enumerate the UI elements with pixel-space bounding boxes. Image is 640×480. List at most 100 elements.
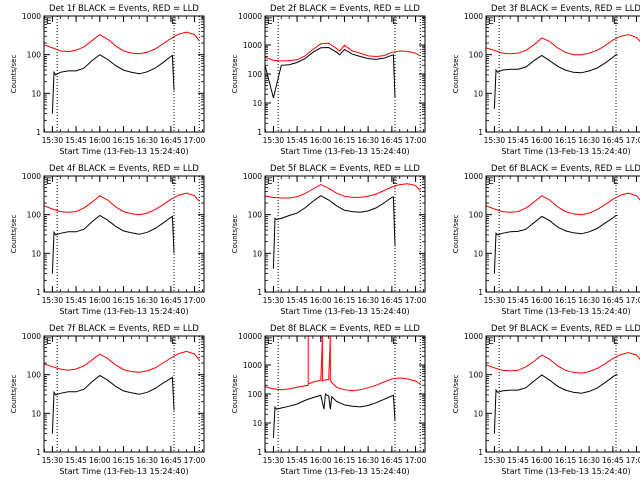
- y-tick-label: 100: [248, 390, 263, 399]
- events-series-line: [51, 54, 175, 114]
- chart-title: Det 2f BLACK = Events, RED = LLD: [270, 4, 420, 14]
- chart-panel: Det 2f BLACK = Events, RED = LLD Counts/s…: [231, 4, 427, 156]
- x-axis-label: Start Time (13-Feb-13 15:24:40): [501, 467, 630, 476]
- x-tick-label: 15:30: [484, 136, 506, 145]
- events-series-line: [493, 374, 618, 434]
- plot-frame: [485, 335, 640, 453]
- x-tick-label: 16:30: [578, 296, 600, 305]
- chart-panel: Det 9f BLACK = Events, RED = LLD Counts/s…: [452, 324, 640, 476]
- x-tick-label: 16:15: [555, 296, 577, 305]
- y-axis-label: Counts/sec: [10, 375, 18, 414]
- x-tick-label: 16:45: [381, 296, 403, 305]
- chart-title: Det 4f BLACK = Events, RED = LLD: [49, 164, 199, 174]
- x-tick-label: 16:45: [160, 456, 182, 465]
- x-tick-label: 16:00: [310, 456, 332, 465]
- x-axis-label: Start Time (13-Feb-13 15:24:40): [59, 147, 188, 156]
- chart-title: Det 3f BLACK = Events, RED = LLD: [491, 4, 640, 14]
- flag-label: E: [171, 337, 177, 347]
- chart-title: Det 1f BLACK = Events, RED = LLD: [49, 4, 199, 14]
- flag-label: E: [267, 17, 273, 27]
- plot-frame: [43, 335, 205, 453]
- x-tick-label: 15:45: [507, 296, 529, 305]
- y-tick-label: 10: [473, 89, 483, 98]
- flag-label: E: [46, 17, 52, 27]
- x-tick-label: 15:30: [263, 296, 285, 305]
- x-tick-label: 16:15: [334, 296, 356, 305]
- y-axis-label: Counts/sec: [452, 375, 460, 414]
- chart-panel: Det 8f BLACK = Events, RED = LLD Counts/s…: [231, 324, 427, 476]
- x-tick-label: 16:00: [531, 456, 553, 465]
- events-series-line: [493, 54, 618, 109]
- x-axis-label: Start Time (13-Feb-13 15:24:40): [501, 147, 630, 156]
- y-tick-label: 10: [473, 409, 483, 418]
- y-tick-label: 1000: [22, 172, 41, 181]
- x-tick-label: 15:45: [65, 296, 87, 305]
- x-tick-label: 16:30: [578, 456, 600, 465]
- y-tick-label: 100: [469, 51, 484, 60]
- y-tick-label: 1000: [464, 332, 483, 341]
- x-tick-label: 15:30: [484, 296, 506, 305]
- lld-series-line: [43, 31, 200, 55]
- lld-series-line: [264, 42, 421, 62]
- x-tick-label: 15:30: [263, 136, 285, 145]
- x-tick-label: 16:30: [357, 296, 379, 305]
- y-tick-label: 10: [31, 409, 41, 418]
- x-tick-label: 17:00: [626, 456, 640, 465]
- x-axis-label: Start Time (13-Feb-13 15:24:40): [280, 147, 409, 156]
- events-series-line: [51, 214, 175, 274]
- y-tick-label: 1: [36, 288, 41, 297]
- y-tick-label: 10: [252, 99, 262, 108]
- x-tick-label: 16:00: [531, 296, 553, 305]
- x-tick-label: 17:00: [626, 136, 640, 145]
- chart-title: Det 9f BLACK = Events, RED = LLD: [491, 324, 640, 334]
- events-series-line: [51, 374, 175, 434]
- flag-label: E: [267, 337, 273, 347]
- flag-label: E: [613, 177, 619, 187]
- y-axis-label: Counts/sec: [231, 375, 239, 414]
- x-tick-label: 16:00: [310, 296, 332, 305]
- x-axis-label: Start Time (13-Feb-13 15:24:40): [280, 467, 409, 476]
- y-tick-label: 10: [252, 249, 262, 258]
- x-tick-label: 15:45: [286, 136, 308, 145]
- plot-frame: [264, 175, 426, 293]
- y-tick-label: 1000: [243, 41, 262, 50]
- x-tick-label: 16:30: [136, 456, 158, 465]
- x-tick-label: 15:45: [507, 456, 529, 465]
- x-tick-label: 16:00: [310, 136, 332, 145]
- x-tick-label: 16:15: [555, 136, 577, 145]
- chart-title: Det 8f BLACK = Events, RED = LLD: [270, 324, 420, 334]
- chart-title: Det 5f BLACK = Events, RED = LLD: [270, 164, 420, 174]
- y-tick-label: 1: [257, 128, 262, 137]
- x-tick-label: 16:15: [555, 456, 577, 465]
- flag-label: E: [613, 337, 619, 347]
- x-tick-label: 15:45: [65, 136, 87, 145]
- flag-label: E: [392, 17, 398, 27]
- x-tick-label: 17:00: [184, 296, 206, 305]
- x-tick-label: 17:00: [405, 456, 427, 465]
- x-tick-label: 16:00: [89, 296, 111, 305]
- events-series-line: [272, 195, 396, 269]
- y-tick-label: 100: [469, 371, 484, 380]
- flag-label: E: [392, 337, 398, 347]
- x-tick-label: 15:45: [507, 136, 529, 145]
- x-tick-label: 16:30: [357, 136, 379, 145]
- x-tick-label: 17:00: [405, 296, 427, 305]
- x-tick-label: 16:30: [136, 296, 158, 305]
- x-tick-label: 16:45: [602, 296, 624, 305]
- x-tick-label: 16:45: [381, 456, 403, 465]
- x-tick-label: 17:00: [184, 456, 206, 465]
- lld-series-line: [43, 192, 200, 216]
- y-tick-label: 1: [478, 128, 483, 137]
- y-tick-label: 1000: [22, 332, 41, 341]
- flag-label: E: [46, 337, 52, 347]
- y-tick-label: 1000: [22, 12, 41, 21]
- x-tick-label: 15:45: [286, 456, 308, 465]
- y-axis-label: Counts/sec: [231, 215, 239, 254]
- x-tick-label: 16:30: [357, 456, 379, 465]
- x-tick-label: 15:30: [484, 456, 506, 465]
- y-tick-label: 1000: [464, 12, 483, 21]
- y-tick-label: 100: [248, 211, 263, 220]
- events-series-line: [493, 215, 618, 274]
- x-tick-label: 15:30: [263, 456, 285, 465]
